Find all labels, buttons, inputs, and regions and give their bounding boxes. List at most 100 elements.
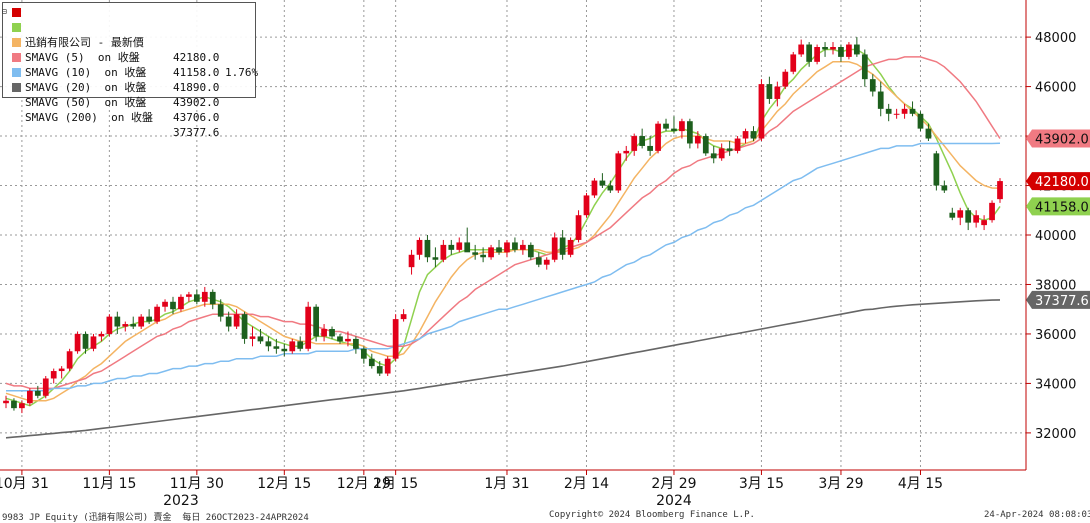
- price-tag: 41158.0: [1026, 197, 1090, 216]
- candle: [464, 227, 471, 253]
- candle-body: [321, 329, 327, 337]
- candle: [26, 388, 33, 406]
- candle: [138, 314, 145, 329]
- candle: [11, 398, 17, 411]
- candle: [965, 207, 972, 231]
- candle: [750, 126, 757, 141]
- candle-body: [305, 306, 312, 349]
- candle: [742, 128, 749, 144]
- year-label: 2023: [163, 493, 199, 509]
- y-tick-label: 46000: [1035, 81, 1076, 96]
- candle: [265, 336, 272, 352]
- candle-body: [19, 403, 25, 409]
- candle-body: [997, 181, 1003, 200]
- candle: [599, 173, 606, 188]
- candle-body: [257, 336, 264, 342]
- candle: [591, 178, 598, 198]
- candle: [758, 79, 765, 141]
- candle-body: [734, 138, 741, 151]
- candle-body: [408, 254, 415, 268]
- candle-body: [138, 316, 145, 327]
- candle-body: [201, 291, 208, 302]
- candle-body: [464, 242, 471, 253]
- price-tag-box: [1026, 172, 1090, 191]
- candle: [178, 294, 184, 312]
- candle: [233, 309, 240, 329]
- candle: [838, 44, 844, 62]
- candle: [575, 210, 582, 243]
- x-tick-label: 12月 29: [337, 476, 391, 492]
- candle: [973, 210, 980, 228]
- candle: [384, 356, 391, 376]
- candle-body: [273, 346, 280, 349]
- price-tag-label: 43902.0: [1035, 132, 1089, 147]
- candle: [42, 376, 49, 399]
- candle-body: [130, 324, 137, 327]
- candle-body: [265, 341, 272, 347]
- candle: [671, 116, 677, 134]
- candle: [170, 296, 176, 315]
- candle-body: [74, 333, 81, 352]
- candle-body: [806, 44, 813, 62]
- x-tick-label: 1月 31: [484, 476, 529, 492]
- candle: [496, 239, 502, 255]
- candle: [854, 37, 860, 57]
- candle: [209, 289, 216, 310]
- candle-body: [496, 247, 502, 253]
- candle-body: [472, 252, 479, 255]
- price-tags: 43902.0 42180.0 41158.0 37377.6: [1026, 129, 1090, 309]
- candle-body: [98, 333, 105, 337]
- candle-body: [345, 338, 351, 342]
- candle: [3, 395, 9, 409]
- candle-body: [337, 336, 343, 342]
- candle: [941, 180, 948, 193]
- price-tag: 37377.6: [1026, 290, 1090, 309]
- candle-body: [289, 341, 296, 352]
- candle-body: [917, 113, 924, 129]
- candle-body: [440, 244, 447, 260]
- candle: [408, 249, 415, 275]
- candle-body: [798, 44, 805, 55]
- legend-swatch: [12, 38, 21, 47]
- legend-value: 37377.6: [173, 126, 220, 139]
- legend-name: SMAVG (50) on 收盤: [25, 96, 147, 109]
- candle-body: [58, 368, 65, 372]
- candle-body: [623, 150, 630, 154]
- candle: [305, 301, 312, 352]
- candle-body: [822, 47, 828, 50]
- candle-body: [838, 47, 844, 57]
- candle: [607, 180, 614, 193]
- candle-body: [42, 378, 49, 396]
- legend-swatch: [12, 8, 21, 17]
- candle-body: [82, 333, 89, 349]
- legend-swatch: [12, 68, 21, 77]
- candle-body: [3, 400, 9, 404]
- candle-body: [925, 128, 932, 139]
- candle: [798, 39, 805, 57]
- candle-body: [846, 44, 852, 57]
- candle: [925, 123, 932, 141]
- candle-body: [567, 239, 574, 255]
- candle-body: [520, 244, 526, 250]
- candle-body: [106, 316, 113, 334]
- series-line: [5, 48, 1001, 407]
- candle-body: [504, 242, 510, 253]
- candle: [34, 385, 41, 399]
- candle-body: [186, 294, 192, 297]
- candle: [567, 237, 574, 258]
- legend-collapse-icon[interactable]: ⊟: [2, 7, 7, 16]
- legend-name: SMAVG (200) on 收盤: [25, 111, 153, 124]
- legend-value: 41158.0: [173, 66, 220, 79]
- candle: [694, 131, 701, 149]
- candle: [949, 207, 956, 221]
- candle-body: [774, 86, 781, 99]
- candle: [814, 44, 820, 65]
- candle-body: [790, 54, 797, 72]
- chart-legend[interactable]: ⊟ 迅銷有限公司 - 最新價 42180.0 1.76% SMAVG (5) o…: [2, 2, 258, 139]
- candle-body: [368, 358, 375, 367]
- candle: [321, 324, 327, 342]
- candle: [353, 336, 359, 354]
- candle-body: [782, 71, 789, 87]
- candle-body: [655, 123, 661, 151]
